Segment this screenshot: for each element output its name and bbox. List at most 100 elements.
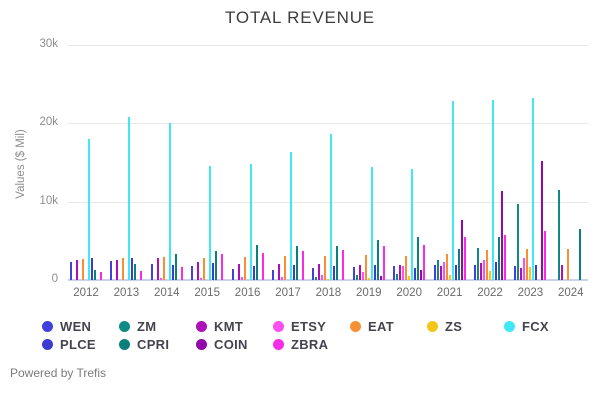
- bar-PLCE-2022[interactable]: [495, 261, 497, 280]
- bar-WEN-2023[interactable]: [514, 266, 517, 280]
- bar-WEN-2016[interactable]: [231, 269, 234, 280]
- bar-FCX-2018[interactable]: [330, 134, 333, 280]
- bar-EAT-2021[interactable]: [445, 253, 448, 280]
- bar-CPRI-2019[interactable]: [376, 239, 379, 280]
- bar-KMT-2022[interactable]: [480, 262, 482, 280]
- bar-ZBRA-2020[interactable]: [423, 245, 426, 280]
- bar-EAT-2013[interactable]: [122, 257, 125, 280]
- legend-item-ZBRA[interactable]: ZBRA: [273, 336, 328, 352]
- bar-FCX-2015[interactable]: [209, 166, 212, 280]
- bar-KMT-2012[interactable]: [76, 259, 78, 280]
- bar-ZM-2022[interactable]: [477, 248, 479, 280]
- bar-ZM-2019[interactable]: [355, 275, 358, 280]
- bar-EAT-2016[interactable]: [243, 256, 246, 280]
- bar-ETSY-2020[interactable]: [402, 266, 405, 280]
- bar-FCX-2021[interactable]: [451, 101, 454, 280]
- bar-FCX-2016[interactable]: [249, 163, 252, 280]
- bar-PLCE-2018[interactable]: [333, 265, 336, 280]
- bar-EAT-2018[interactable]: [324, 256, 327, 280]
- bar-CPRI-2016[interactable]: [255, 245, 258, 280]
- bar-ETSY-2015[interactable]: [200, 277, 203, 280]
- legend-item-WEN[interactable]: WEN: [42, 318, 91, 334]
- legend-item-EAT[interactable]: EAT: [350, 318, 394, 334]
- bar-WEN-2018[interactable]: [312, 268, 315, 280]
- bar-ETSY-2018[interactable]: [321, 275, 324, 280]
- bar-ZBRA-2018[interactable]: [342, 249, 345, 280]
- bar-FCX-2017[interactable]: [290, 151, 292, 280]
- bar-EAT-2022[interactable]: [486, 250, 488, 280]
- bar-WEN-2021[interactable]: [433, 265, 436, 280]
- bar-PLCE-2012[interactable]: [91, 258, 93, 280]
- bar-FCX-2019[interactable]: [370, 167, 373, 280]
- bar-KMT-2020[interactable]: [399, 265, 402, 280]
- legend-item-FCX[interactable]: FCX: [504, 318, 549, 334]
- bar-FCX-2022[interactable]: [492, 99, 494, 280]
- bar-ZS-2020[interactable]: [408, 276, 411, 280]
- bar-ZS-2022[interactable]: [489, 271, 491, 280]
- bar-ZM-2024[interactable]: [557, 189, 560, 280]
- bar-WEN-2019[interactable]: [352, 267, 355, 280]
- bar-ZM-2020[interactable]: [396, 273, 399, 280]
- bar-PLCE-2015[interactable]: [212, 262, 215, 280]
- bar-ZBRA-2012[interactable]: [100, 271, 102, 280]
- bar-COIN-2019[interactable]: [379, 275, 382, 280]
- bar-ZBRA-2017[interactable]: [302, 250, 304, 280]
- legend-item-CPRI[interactable]: CPRI: [119, 336, 169, 352]
- bar-CPRI-2018[interactable]: [336, 245, 339, 280]
- bar-ZS-2019[interactable]: [367, 277, 370, 280]
- bar-CPRI-2024[interactable]: [578, 229, 581, 280]
- bar-ETSY-2023[interactable]: [523, 258, 526, 280]
- bar-EAT-2023[interactable]: [526, 248, 529, 280]
- legend-item-ETSY[interactable]: ETSY: [273, 318, 326, 334]
- bar-KMT-2024[interactable]: [560, 265, 563, 280]
- bar-CPRI-2012[interactable]: [94, 269, 96, 280]
- bar-PLCE-2016[interactable]: [252, 265, 255, 280]
- bar-KMT-2018[interactable]: [318, 263, 321, 280]
- bar-KMT-2023[interactable]: [520, 268, 523, 280]
- bar-PLCE-2021[interactable]: [454, 264, 457, 280]
- bar-WEN-2014[interactable]: [150, 263, 153, 280]
- bar-WEN-2013[interactable]: [110, 260, 113, 280]
- bar-KMT-2021[interactable]: [439, 265, 442, 280]
- bar-COIN-2022[interactable]: [501, 191, 503, 280]
- bar-WEN-2012[interactable]: [70, 261, 72, 280]
- bar-ETSY-2021[interactable]: [442, 262, 445, 280]
- bar-ZBRA-2019[interactable]: [382, 245, 385, 280]
- bar-ZBRA-2014[interactable]: [180, 266, 183, 280]
- bar-ZBRA-2016[interactable]: [261, 253, 264, 280]
- bar-ZBRA-2021[interactable]: [463, 236, 466, 280]
- bar-KMT-2019[interactable]: [358, 264, 361, 280]
- bar-EAT-2014[interactable]: [162, 257, 165, 280]
- bar-KMT-2017[interactable]: [278, 263, 280, 280]
- bar-KMT-2013[interactable]: [116, 260, 119, 280]
- bar-CPRI-2014[interactable]: [174, 254, 177, 280]
- bar-WEN-2022[interactable]: [474, 264, 476, 280]
- bar-COIN-2020[interactable]: [420, 269, 423, 280]
- bar-WEN-2015[interactable]: [191, 265, 194, 280]
- bar-ZBRA-2022[interactable]: [504, 234, 506, 280]
- bar-ETSY-2016[interactable]: [240, 277, 243, 280]
- bar-PLCE-2013[interactable]: [131, 258, 134, 280]
- bar-FCX-2012[interactable]: [88, 139, 90, 280]
- bar-FCX-2014[interactable]: [168, 123, 171, 280]
- bar-CPRI-2022[interactable]: [498, 236, 500, 280]
- bar-ZM-2023[interactable]: [517, 204, 520, 280]
- bar-PLCE-2014[interactable]: [171, 265, 174, 280]
- bar-PLCE-2017[interactable]: [293, 265, 295, 280]
- bar-CPRI-2017[interactable]: [296, 245, 298, 280]
- bar-PLCE-2023[interactable]: [535, 264, 538, 280]
- bar-CPRI-2021[interactable]: [457, 249, 460, 280]
- bar-EAT-2020[interactable]: [405, 255, 408, 280]
- bar-EAT-2017[interactable]: [284, 255, 286, 280]
- bar-EAT-2024[interactable]: [566, 249, 569, 280]
- bar-ZM-2021[interactable]: [436, 259, 439, 280]
- legend-item-KMT[interactable]: KMT: [196, 318, 243, 334]
- bar-KMT-2014[interactable]: [156, 257, 159, 280]
- bar-PLCE-2019[interactable]: [373, 265, 376, 280]
- bar-EAT-2015[interactable]: [203, 258, 206, 280]
- bar-ZS-2021[interactable]: [448, 274, 451, 280]
- bar-EAT-2019[interactable]: [364, 255, 367, 280]
- legend-item-ZS[interactable]: ZS: [427, 318, 462, 334]
- bar-EAT-2012[interactable]: [82, 259, 84, 280]
- bar-ETSY-2022[interactable]: [483, 260, 485, 280]
